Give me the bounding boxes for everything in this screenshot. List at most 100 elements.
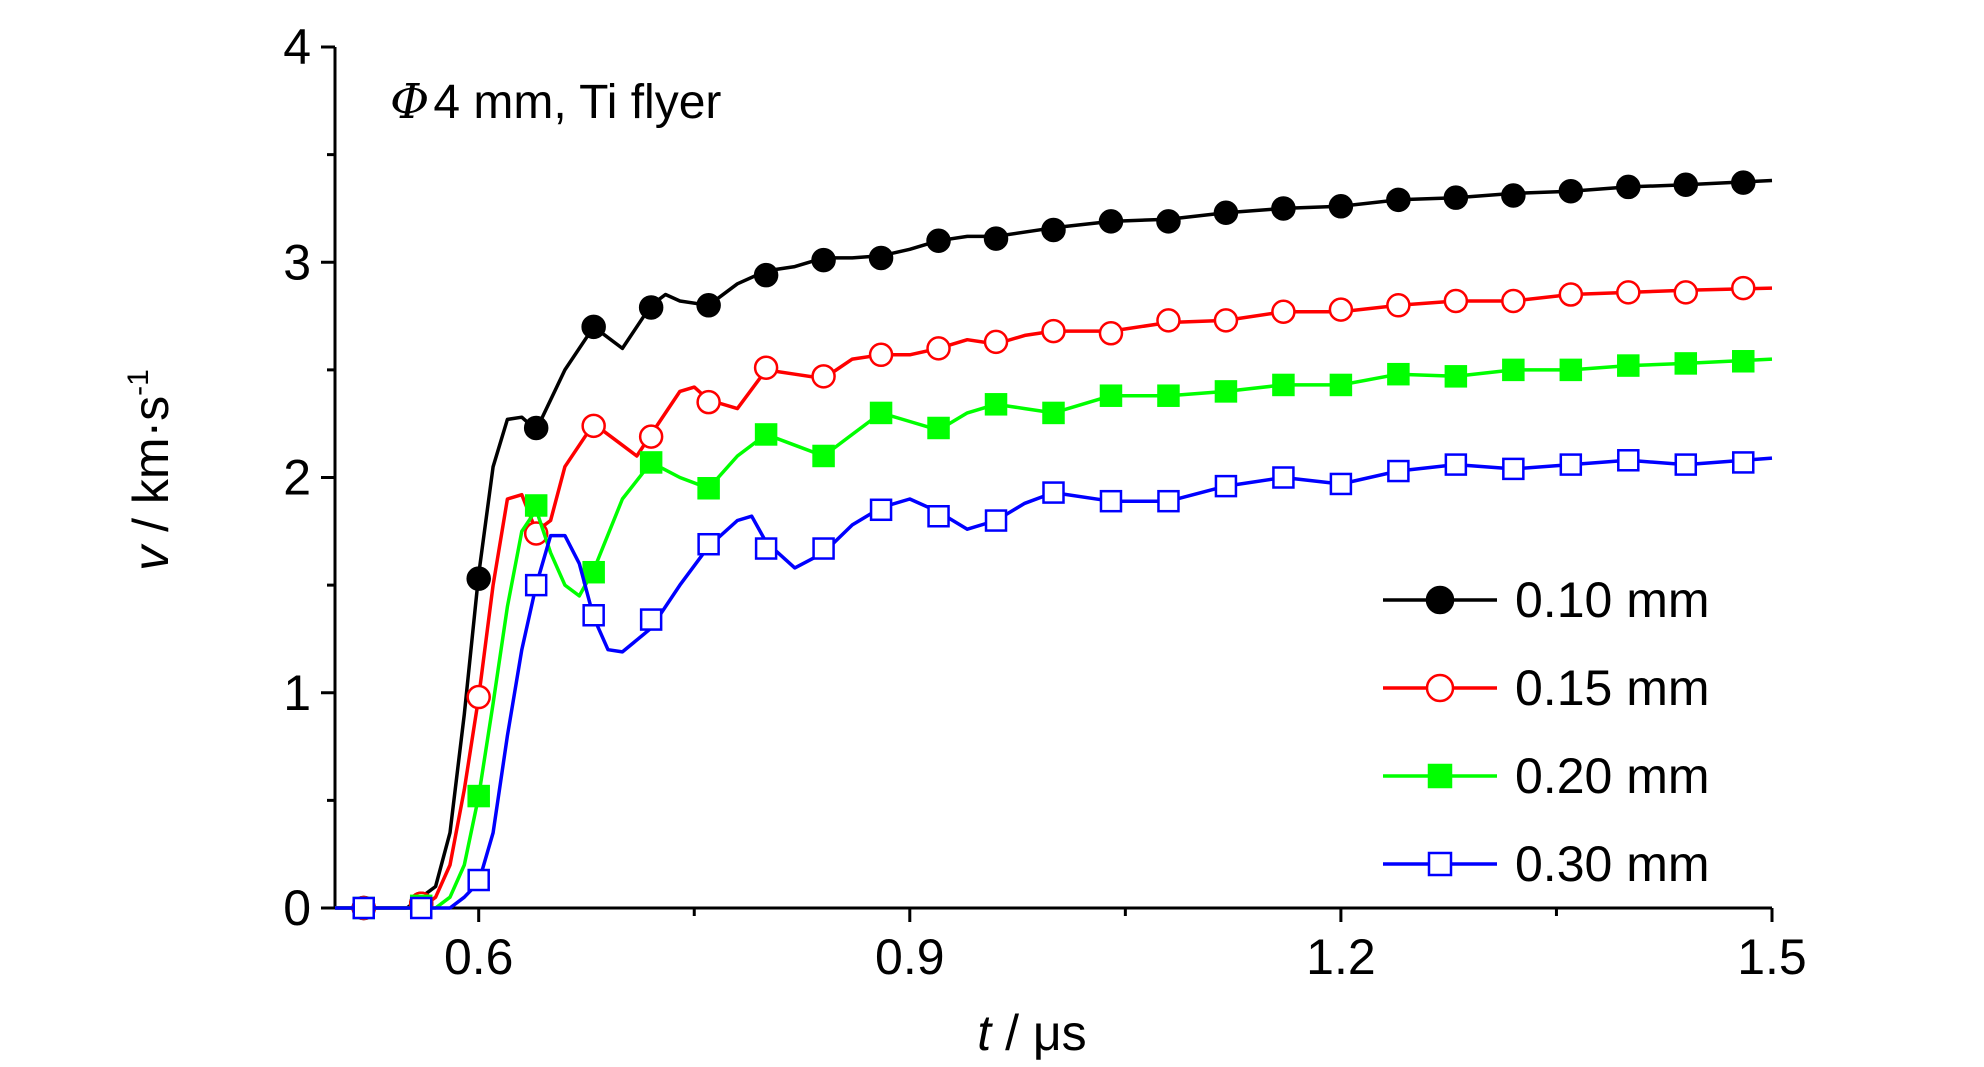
data-point	[754, 423, 778, 446]
data-point	[926, 336, 951, 361]
data-point	[1272, 466, 1295, 489]
legend-marker	[1425, 673, 1455, 703]
data-point	[1329, 373, 1353, 397]
annotation: Φ4 mm, Ti flyer	[390, 74, 721, 130]
data-point	[1042, 481, 1065, 504]
y-tick-label: 3	[283, 234, 311, 290]
data-point	[1558, 178, 1584, 204]
data-point	[696, 293, 721, 318]
series-0	[335, 170, 1773, 921]
data-point	[869, 401, 893, 425]
data-point	[1214, 380, 1238, 403]
data-point	[581, 413, 606, 439]
data-point	[1271, 299, 1296, 325]
data-point	[1674, 352, 1698, 375]
data-point	[1616, 174, 1641, 200]
data-point	[697, 477, 720, 500]
data-point	[638, 424, 664, 449]
data-point	[1501, 183, 1526, 208]
data-point	[1502, 457, 1525, 481]
y-axis-label: v / km·s-1	[122, 369, 179, 571]
data-point	[1328, 297, 1354, 322]
data-point	[812, 444, 835, 468]
x-tick-label: 0.6	[444, 929, 514, 985]
data-point	[467, 868, 490, 892]
data-point	[581, 314, 606, 340]
x-axis-label: t / μs	[977, 1005, 1086, 1061]
data-point	[753, 355, 779, 380]
data-point	[869, 498, 893, 522]
data-point	[1444, 453, 1468, 476]
data-point	[868, 342, 894, 368]
y-axis-label-var: v	[123, 543, 179, 571]
legend-marker	[1425, 585, 1455, 615]
data-point	[1099, 384, 1123, 407]
x-tick-label: 0.9	[875, 929, 945, 985]
series-line	[335, 357, 1773, 910]
data-point	[1098, 321, 1124, 346]
y-tick-label: 2	[283, 450, 311, 506]
data-point	[1443, 185, 1469, 210]
data-point	[1157, 489, 1180, 513]
data-point	[1386, 187, 1411, 213]
data-point	[1386, 293, 1411, 318]
data-point	[524, 494, 548, 517]
y-tick-label: 1	[283, 665, 311, 721]
data-point	[1617, 354, 1640, 377]
data-point	[1328, 194, 1354, 219]
annotation-text: 4 mm, Ti flyer	[433, 76, 721, 129]
y-axis-label-sup: -1	[122, 369, 155, 396]
data-point	[1732, 350, 1755, 373]
data-point	[523, 415, 549, 441]
legend-item: 0.20 mm	[1383, 748, 1710, 804]
data-point	[1731, 275, 1756, 301]
plot-area	[335, 170, 1773, 921]
series-1	[335, 275, 1773, 921]
series-3	[335, 449, 1773, 920]
data-point	[467, 784, 490, 808]
data-point	[1387, 362, 1410, 386]
y-tick-label: 0	[283, 880, 311, 936]
series-line	[335, 178, 1773, 910]
data-point	[1214, 474, 1238, 498]
data-point	[812, 537, 835, 560]
data-point	[1272, 373, 1295, 397]
data-point	[983, 226, 1009, 251]
data-point	[1444, 365, 1468, 388]
legend-item: 0.10 mm	[1383, 572, 1710, 628]
data-point	[696, 389, 721, 415]
legend: 0.10 mm 0.15 mm 0.20 mm 0.30 mm	[1383, 572, 1710, 892]
y-tick-label: 4	[283, 19, 311, 75]
data-point	[1502, 358, 1525, 382]
data-point	[753, 262, 779, 288]
data-point	[927, 416, 950, 440]
data-point	[1041, 217, 1066, 243]
x-tick-label: 1.2	[1306, 929, 1376, 985]
data-point	[1156, 308, 1181, 333]
legend-label: 0.20 mm	[1515, 748, 1710, 804]
data-point	[1559, 453, 1583, 476]
data-point	[1213, 308, 1239, 333]
data-point	[1559, 358, 1583, 382]
data-point	[638, 295, 664, 320]
data-point	[1098, 209, 1124, 234]
data-point	[1558, 282, 1584, 307]
data-point	[926, 228, 951, 253]
data-point	[1616, 280, 1641, 305]
data-point	[1042, 401, 1065, 425]
series-2	[335, 350, 1773, 920]
data-point	[1041, 318, 1066, 344]
data-point	[1271, 196, 1296, 221]
data-point	[1673, 280, 1699, 305]
data-point	[582, 560, 605, 584]
data-point	[639, 608, 663, 631]
data-point	[1731, 170, 1756, 195]
legend-item: 0.30 mm	[1383, 836, 1710, 892]
legend-label: 0.30 mm	[1515, 836, 1710, 892]
data-point	[582, 604, 605, 627]
axes: 0 1 2 3 4 0.6 0.9 1.2 1.5	[283, 19, 1807, 985]
data-point	[1213, 200, 1239, 225]
legend-label: 0.10 mm	[1515, 572, 1710, 628]
data-point	[983, 329, 1009, 355]
